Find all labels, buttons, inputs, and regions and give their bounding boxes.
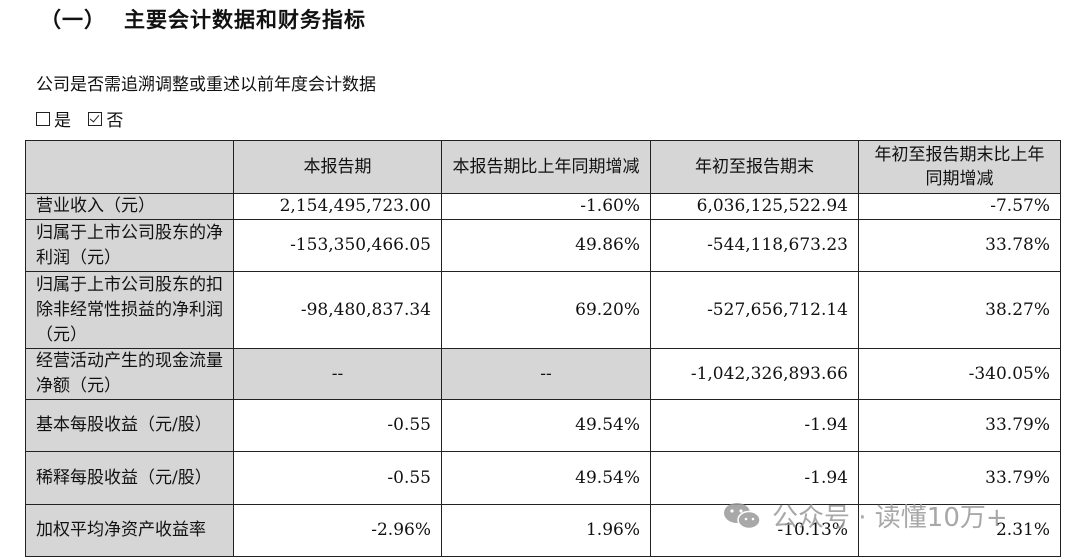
table-row: 归属于上市公司股东的扣除非经常性损益的净利润（元） -98,480,837.34…: [25, 271, 1061, 349]
table-cell: 33.79%: [858, 451, 1061, 505]
table-cell: -340.05%: [858, 348, 1061, 400]
section-number: （一）: [40, 7, 106, 32]
table-cell: 2.31%: [858, 504, 1061, 557]
row-label: 经营活动产生的现金流量净额（元）: [25, 348, 234, 400]
watermark: 公众号 · 读懂10万+: [722, 497, 1008, 534]
table-row: 基本每股收益（元/股） -0.55 49.54% -1.94 33.79%: [25, 399, 1061, 452]
table-cell: --: [233, 348, 442, 400]
table-cell: -1.60%: [441, 193, 651, 220]
restatement-options: 是 否: [36, 106, 135, 131]
section-heading: （一） 主要会计数据和财务指标: [40, 4, 366, 34]
table-row: 经营活动产生的现金流量净额（元） -- -- -1,042,326,893.66…: [25, 348, 1061, 400]
table-row: 稀释每股收益（元/股） -0.55 49.54% -1.94 33.79%: [25, 451, 1061, 505]
row-label: 稀释每股收益（元/股）: [25, 451, 234, 505]
table-cell: -7.57%: [858, 193, 1061, 220]
table-row: 归属于上市公司股东的净利润（元） -153,350,466.05 49.86% …: [25, 219, 1061, 272]
header-cell: 本报告期: [233, 140, 442, 194]
table-cell: 49.54%: [441, 451, 651, 505]
table-cell: 33.78%: [858, 219, 1061, 272]
table-cell: -153,350,466.05: [233, 219, 442, 272]
row-label: 营业收入（元）: [25, 193, 234, 220]
header-cell-corner: [25, 140, 234, 194]
watermark-text: 公众号 · 读懂10万+: [772, 503, 1008, 533]
row-label: 归属于上市公司股东的扣除非经常性损益的净利润（元）: [25, 271, 234, 349]
table-cell: --: [441, 348, 651, 400]
option-no[interactable]: 否: [88, 106, 123, 131]
row-label: 归属于上市公司股东的净利润（元）: [25, 219, 234, 272]
table-cell: -2.96%: [233, 504, 442, 557]
checkbox-yes-icon[interactable]: [36, 111, 50, 126]
wechat-icon: [724, 502, 761, 529]
row-label: 基本每股收益（元/股）: [25, 399, 234, 452]
table-cell: -1,042,326,893.66: [650, 348, 859, 400]
financial-data-table: 本报告期 本报告期比上年同期增减 年初至报告期末 年初至报告期末比上年同期增减 …: [25, 140, 1061, 557]
section-title: 主要会计数据和财务指标: [124, 7, 366, 32]
table-row: 加权平均净资产收益率 -2.96% 1.96% -10.13% 2.31%: [25, 504, 1061, 557]
table-cell: 38.27%: [858, 271, 1061, 349]
restatement-question: 公司是否需追溯调整或重述以前年度会计数据: [36, 75, 376, 95]
table-cell: -0.55: [233, 399, 442, 452]
option-yes-label: 是: [54, 111, 71, 131]
table-cell: 33.79%: [858, 399, 1061, 452]
row-label: 加权平均净资产收益率: [25, 504, 234, 557]
header-cell: 本报告期比上年同期增减: [441, 140, 651, 194]
table-cell: -544,118,673.23: [650, 219, 859, 272]
checkbox-no-checked-icon[interactable]: [88, 111, 103, 126]
header-cell: 年初至报告期末: [650, 140, 859, 194]
table-cell: 2,154,495,723.00: [233, 193, 442, 220]
table-row: 营业收入（元） 2,154,495,723.00 -1.60% 6,036,12…: [25, 193, 1061, 220]
table-cell: -98,480,837.34: [233, 271, 442, 349]
table-cell: 1.96%: [441, 504, 651, 557]
table-cell: -0.55: [233, 451, 442, 505]
table-header-row: 本报告期 本报告期比上年同期增减 年初至报告期末 年初至报告期末比上年同期增减: [25, 140, 1061, 194]
option-yes[interactable]: 是: [36, 106, 71, 131]
table-cell: 6,036,125,522.94: [650, 193, 859, 220]
table-cell: -1.94: [650, 399, 859, 452]
option-no-label: 否: [106, 111, 124, 131]
header-cell: 年初至报告期末比上年同期增减: [858, 140, 1061, 194]
table-cell: 69.20%: [441, 271, 651, 349]
table-cell: 49.86%: [441, 219, 651, 272]
table-cell: 49.54%: [441, 399, 651, 452]
table-cell: -527,656,712.14: [650, 271, 859, 349]
